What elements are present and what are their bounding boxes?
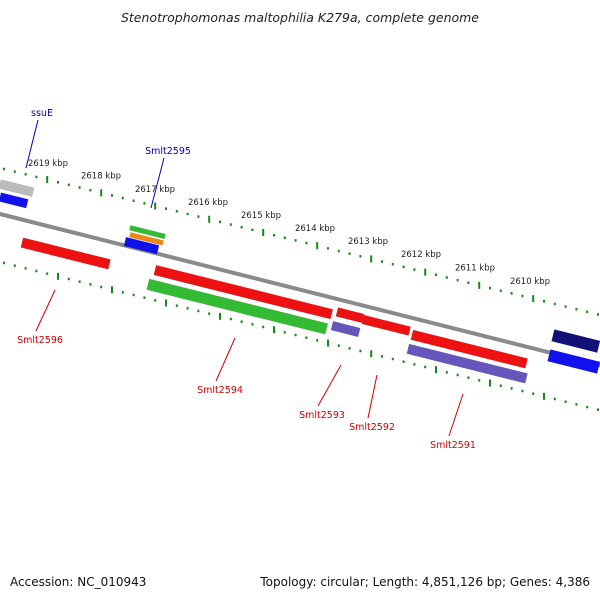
gene-label-smlt2594: Smlt2594: [197, 385, 243, 396]
scale-label-2615-kbp: 2615 kbp: [241, 211, 281, 221]
gene-leader-line: [25, 119, 39, 169]
scale-label-2616-kbp: 2616 kbp: [188, 198, 228, 208]
gene-bar-blue-right: [547, 349, 600, 374]
scale-label-2614-kbp: 2614 kbp: [295, 224, 335, 234]
topology-text: Topology: circular; Length: 4,851,126 bp…: [260, 575, 590, 589]
gene-bar-purple-smlt2593: [330, 320, 361, 338]
gene-arrow-red-smlt2593: [335, 307, 365, 324]
gene-arrow-red-smlt2596: [20, 237, 111, 270]
gene-arrow-red-smlt2594: [153, 264, 334, 320]
gene-bar-green-smlt2594: [146, 278, 329, 335]
backbone-line: [0, 212, 600, 368]
scale-label-2619-kbp: 2619 kbp: [28, 159, 68, 169]
gene-leader-line: [317, 364, 342, 407]
gene-leader-line: [448, 393, 464, 437]
scale-label-2617-kbp: 2617 kbp: [135, 185, 175, 195]
gene-label-smlt2593: Smlt2593: [299, 410, 345, 421]
gene-bar-navy-right: [551, 329, 600, 353]
gene-label-smlt2595: Smlt2595: [145, 146, 191, 157]
gene-arrow-red-smlt2591: [410, 329, 528, 369]
gene-leader-line: [35, 289, 56, 332]
gene-label-ssue: ssuE: [31, 108, 53, 119]
gene-leader-line: [367, 374, 378, 419]
outer-scale-ticks: 2619 kbp 2618 kbp 2617 kbp 2616 kbp 2615 kbp…: [3, 159, 599, 316]
scale-label-2610-kbp: 2610 kbp: [510, 277, 550, 287]
accession-text: Accession: NC_010943: [10, 575, 147, 589]
gene-arrow-red-smlt2592: [361, 314, 411, 336]
gene-leader-line: [150, 157, 165, 209]
gene-bar-orange: [129, 232, 164, 246]
gene-label-smlt2596: Smlt2596: [17, 335, 63, 346]
gene-features: [0, 179, 600, 384]
scale-label-2611-kbp: 2611 kbp: [455, 263, 495, 273]
gene-arrow-blue: [123, 236, 160, 255]
genome-backbone: [0, 212, 600, 368]
scale-label-2612-kbp: 2612 kbp: [401, 250, 441, 260]
scale-label-2618-kbp: 2618 kbp: [81, 172, 121, 182]
map-title: Stenotrophomonas maltophilia K279a, comp…: [120, 10, 480, 25]
gene-labels: ssuE Smlt2595 Smlt2596 Smlt2594 Smlt2593 Smlt…: [17, 108, 476, 451]
gene-label-smlt2591: Smlt2591: [430, 440, 476, 451]
gene-label-smlt2592: Smlt2592: [349, 422, 395, 433]
inner-scale-ticks: [3, 261, 599, 411]
gene-leader-line: [215, 337, 236, 382]
gene-arrow-blue-left: [0, 192, 29, 209]
scale-label-2613-kbp: 2613 kbp: [348, 237, 388, 247]
gene-bar-gray: [0, 179, 35, 197]
gene-bar-green-small: [129, 225, 166, 240]
gene-bar-navy-smlt2591: [406, 343, 528, 384]
